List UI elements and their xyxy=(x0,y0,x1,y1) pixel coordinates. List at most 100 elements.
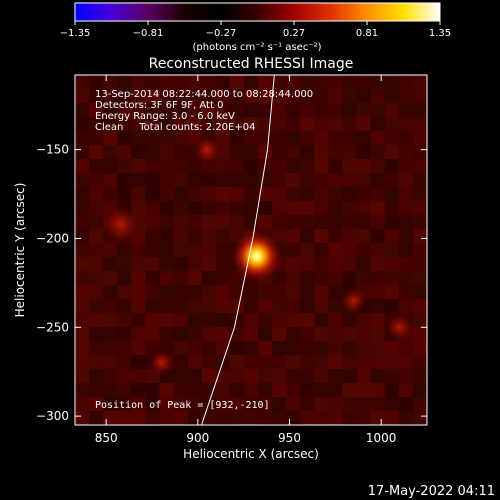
heatmap-cell xyxy=(145,411,160,425)
heatmap-cell xyxy=(89,397,104,411)
heatmap-cell xyxy=(314,173,329,187)
chart-title: Reconstructed RHESSI Image xyxy=(149,56,354,72)
heatmap-cell xyxy=(145,159,160,173)
heatmap-cell xyxy=(258,145,273,159)
heatmap-cell xyxy=(286,397,301,411)
heatmap-cell xyxy=(342,341,357,355)
heatmap-cell xyxy=(159,201,174,215)
heatmap-cell xyxy=(131,383,146,397)
heatmap-cell xyxy=(314,383,329,397)
y-tick-label: −300 xyxy=(36,409,69,423)
heatmap-cell xyxy=(384,229,399,243)
heatmap-cell xyxy=(328,285,343,299)
heatmap-cell xyxy=(131,355,146,369)
heatmap-cell xyxy=(314,299,329,313)
heatmap-cell xyxy=(342,313,357,327)
heatmap-cell xyxy=(201,369,216,383)
heatmap-cell xyxy=(131,103,146,117)
heatmap-cell xyxy=(272,117,287,131)
heatmap-cell xyxy=(243,411,259,425)
heatmap-cell xyxy=(370,201,385,215)
heatmap-cell xyxy=(328,369,343,383)
heatmap-cell xyxy=(117,383,132,397)
heatmap-cell xyxy=(370,229,385,243)
heatmap-cell xyxy=(117,103,132,117)
heatmap-cell xyxy=(370,355,385,369)
heatmap-cell xyxy=(229,397,244,411)
heatmap-cell xyxy=(75,327,90,341)
heatmap-cell xyxy=(412,243,427,257)
heatmap-cell xyxy=(145,257,160,271)
heatmap-cell xyxy=(187,327,202,341)
heatmap-cell xyxy=(75,271,90,285)
heatmap-cell xyxy=(286,131,301,145)
plot-frame xyxy=(74,74,428,426)
heatmap-cell xyxy=(300,285,315,299)
heatmap-cell xyxy=(89,341,104,355)
peak-position-label: Position of Peak = [932,-210] xyxy=(95,400,270,411)
heatmap-cell xyxy=(215,299,230,313)
heatmap-cell xyxy=(314,243,329,257)
heatmap-cell xyxy=(300,75,315,89)
heatmap-cell xyxy=(89,313,104,327)
heatmap-cell xyxy=(145,215,160,229)
heatmap-cell xyxy=(187,243,202,257)
heatmap-cell xyxy=(201,173,216,187)
heatmap-cell xyxy=(187,257,202,271)
secondary-source xyxy=(193,135,221,164)
heatmap-cell xyxy=(370,117,385,131)
heatmap-cell xyxy=(398,117,413,131)
heatmap-cell xyxy=(286,89,301,103)
heatmap-cell xyxy=(356,103,371,117)
heatmap-cell xyxy=(328,201,343,215)
heatmap-cell xyxy=(243,383,259,397)
heatmap-cell xyxy=(75,313,90,327)
plot-area: 850 900 950 1000 −150 −200 −250 −300 13-Sep-201… xyxy=(36,74,428,445)
heatmap-cell xyxy=(173,215,188,229)
heatmap-cell xyxy=(384,271,399,285)
heatmap-cell xyxy=(300,243,315,257)
heatmap-cell xyxy=(384,131,399,145)
heatmap-cell xyxy=(103,117,118,131)
heatmap-cell xyxy=(286,103,301,117)
heatmap-cell xyxy=(215,257,230,271)
heatmap-cell xyxy=(159,215,174,229)
heatmap-cell xyxy=(314,229,329,243)
heatmap-cell xyxy=(328,327,343,341)
heatmap-cell xyxy=(286,257,301,271)
heatmap-cell xyxy=(145,383,160,397)
heatmap-cell xyxy=(384,411,399,425)
heatmap-cell xyxy=(286,341,301,355)
heatmap-cell xyxy=(117,369,132,383)
timestamp: 17-May-2022 04:11 xyxy=(368,484,495,499)
heatmap-cell xyxy=(229,131,244,145)
heatmap-cell xyxy=(356,145,371,159)
heatmap-cell xyxy=(75,257,90,271)
heatmap-cell xyxy=(314,257,329,271)
heatmap-cell xyxy=(145,75,160,89)
heatmap-cell xyxy=(370,383,385,397)
heatmap-cell xyxy=(272,159,287,173)
heatmap-cell xyxy=(370,131,385,145)
heatmap-cell xyxy=(117,341,132,355)
colorbar-gradient xyxy=(74,2,441,22)
heatmap-cell xyxy=(187,341,202,355)
heatmap-cell xyxy=(103,131,118,145)
heatmap-cell xyxy=(173,257,188,271)
heatmap-cell xyxy=(300,145,315,159)
heatmap-cell xyxy=(243,75,259,89)
heatmap-cell xyxy=(201,187,216,201)
heatmap-cell xyxy=(89,187,104,201)
heatmap-cell xyxy=(384,257,399,271)
heatmap-cell xyxy=(145,117,160,131)
heatmap-cell xyxy=(173,89,188,103)
heatmap-cell xyxy=(131,271,146,285)
heatmap-cell xyxy=(131,131,146,145)
heatmap-cell xyxy=(300,201,315,215)
heatmap-cell xyxy=(384,103,399,117)
heatmap-cell xyxy=(173,187,188,201)
heatmap-cell xyxy=(272,285,287,299)
heatmap-cell xyxy=(131,243,146,257)
heatmap-cell xyxy=(258,131,273,145)
heatmap-cell xyxy=(145,271,160,285)
